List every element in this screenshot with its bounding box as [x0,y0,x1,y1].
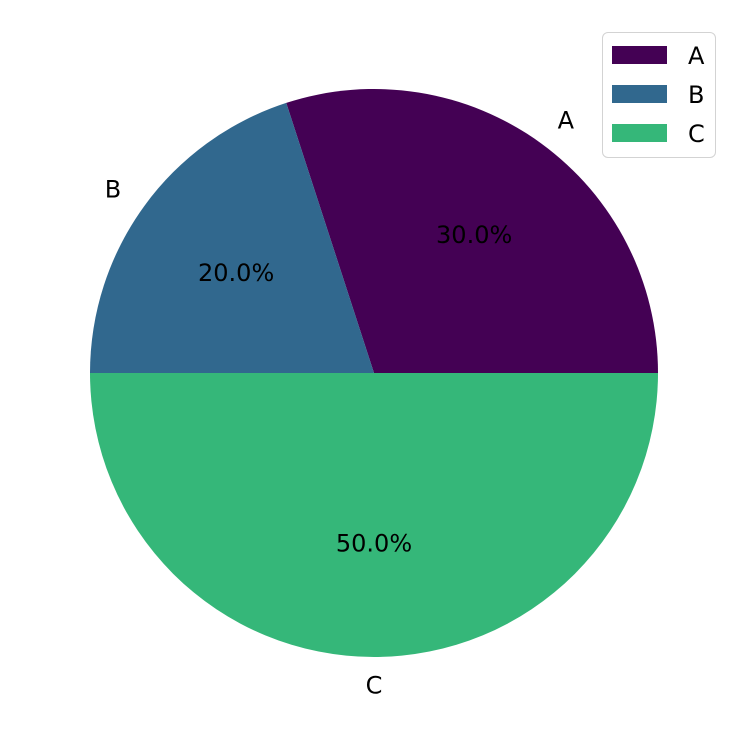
legend-label-a: A [688,42,705,70]
pie-slices [90,89,658,657]
legend-swatch-b [612,85,667,103]
percent-label-c: 50.0% [336,529,412,557]
legend-label-b: B [688,81,705,109]
legend-label-c: C [688,120,705,148]
category-label-b: B [105,175,121,203]
category-label-a: A [558,106,575,134]
pie-slice-a [286,89,658,374]
pie-slice-b [90,102,374,373]
legend-item-a: A [612,42,712,70]
percent-label-a: 30.0% [436,221,512,249]
legend-swatch-a [612,46,667,64]
pie-slice-c [90,373,658,657]
legend-item-b: B [612,81,712,109]
legend: A B C [602,32,716,158]
percent-label-b: 20.0% [198,259,274,287]
pie-labels: A 30.0% B 20.0% C 50.0% [105,106,575,699]
legend-item-c: C [612,120,712,148]
category-label-c: C [366,671,383,699]
legend-swatch-c [612,124,667,142]
